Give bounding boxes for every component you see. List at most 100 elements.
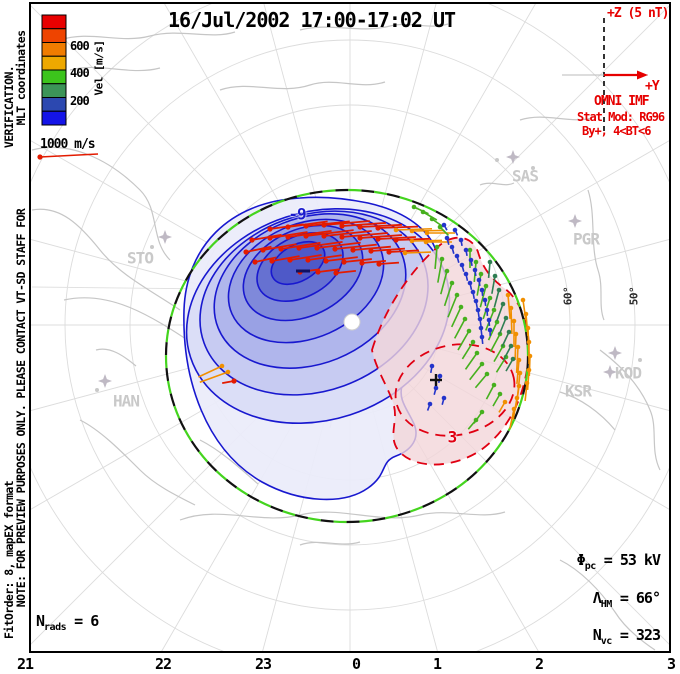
vector-dot (225, 369, 231, 375)
colorbar-segment (41, 42, 67, 57)
velocity-vector-blue (470, 289, 476, 300)
vector-tail (479, 285, 487, 308)
velocity-vector-blue (482, 297, 488, 307)
geo-parallel-line (31, 286, 216, 290)
velocity-vector-red (303, 229, 354, 239)
velocity-vector-green (443, 280, 455, 307)
vector-dot (452, 227, 458, 233)
vector-dot (269, 258, 275, 264)
vector-dot (508, 305, 514, 311)
vector-dot (523, 311, 529, 317)
coastline-path (31, 146, 171, 261)
vector-dot (350, 247, 356, 253)
vector-dot (433, 385, 439, 391)
velocity-vector-blue (433, 385, 439, 395)
vector-tail (498, 317, 507, 335)
velocity-vector-orange (526, 339, 532, 364)
velocity-vector-blue (467, 280, 473, 291)
velocity-vector-blue (472, 267, 478, 277)
vector-dot (475, 307, 481, 313)
vector-tail (335, 270, 356, 274)
velocity-vector-orange (199, 369, 231, 384)
latitude-ring (64, 39, 636, 611)
vector-dot (427, 401, 433, 407)
vector-dot (402, 250, 408, 256)
vector-tail (289, 254, 322, 261)
coastline-path (559, 391, 616, 431)
vector-tail (334, 243, 377, 250)
velocity-vector-green (467, 417, 479, 430)
velocity-vector-red (375, 225, 419, 231)
coastline-path (559, 559, 656, 651)
station-label-ksr: KSR (565, 381, 592, 401)
vector-dot (463, 271, 469, 277)
vector-dot (285, 224, 291, 230)
velocity-vector-green (437, 224, 450, 237)
vector-dot (357, 224, 363, 230)
vector-dot (494, 319, 500, 325)
mlt-coordinates-label: MLT coordinates (14, 30, 28, 126)
vector-dot (466, 328, 472, 334)
velocity-vector-teal (491, 273, 498, 294)
coastline-path (479, 182, 515, 186)
reference-vector-label: 1000 m/s (40, 137, 96, 152)
station-label-pgr: PGR (573, 229, 600, 249)
velocity-vector-teal (505, 356, 516, 372)
velocity-vector-green (447, 292, 460, 318)
velocity-vector-red (287, 254, 322, 263)
velocity-vector-teal (501, 329, 512, 347)
velocity-vector-green (453, 316, 468, 339)
vector-tail (411, 229, 445, 232)
velocity-vector-orange (424, 230, 455, 236)
velocity-vector-orange (498, 399, 508, 413)
velocity-vector-blue (441, 222, 448, 231)
station-label-kod: KOD (615, 363, 642, 383)
velocity-vector-green (479, 283, 489, 308)
colorbar-tick-600: 600 (70, 39, 90, 53)
vector-dot (375, 236, 381, 242)
positive-contour-inner (394, 343, 516, 437)
velocity-vector-teal (493, 287, 502, 308)
vector-tail (450, 306, 462, 328)
vector-dot (510, 356, 516, 362)
vector-dot (470, 289, 476, 295)
velocity-vector-red (269, 255, 300, 264)
vector-tail (341, 222, 386, 227)
positive-cell-fill (372, 237, 529, 465)
vector-dot (524, 380, 530, 386)
velocity-vector-blue (463, 247, 469, 257)
vector-dot (520, 297, 526, 303)
vector-dot (444, 268, 450, 274)
colorbar-segment (41, 83, 67, 98)
colorbar-tick-400: 400 (70, 66, 90, 80)
velocity-vector-red (305, 254, 342, 263)
map-dot (638, 358, 642, 362)
coastline-path (69, 66, 161, 72)
vector-dot (508, 343, 514, 349)
vector-dot (516, 357, 522, 363)
velocity-vector-blue (478, 325, 484, 336)
vector-dot (496, 287, 502, 293)
vector-dot (429, 363, 435, 369)
vector-dot (260, 247, 266, 253)
vector-tail (489, 333, 501, 353)
vector-dot (477, 316, 483, 322)
vector-dot (368, 248, 374, 254)
reference-vector-dot (37, 154, 43, 160)
coastline-path (31, 208, 181, 311)
nvc-stat: Nvc = 323 (592, 626, 661, 647)
reference-vector (37, 153, 99, 160)
vector-tail (487, 261, 491, 279)
vector-tail (505, 358, 514, 372)
radar-star-icon (98, 374, 112, 388)
vector-dot (459, 262, 465, 268)
vector-dot (473, 259, 479, 265)
vector-dot (525, 325, 531, 331)
vector-tail (501, 331, 510, 347)
coastline-path (299, 23, 449, 31)
vector-tail (502, 345, 512, 361)
vector-tail (254, 256, 277, 263)
vector-dot (375, 225, 381, 231)
vector-dot (484, 371, 490, 377)
